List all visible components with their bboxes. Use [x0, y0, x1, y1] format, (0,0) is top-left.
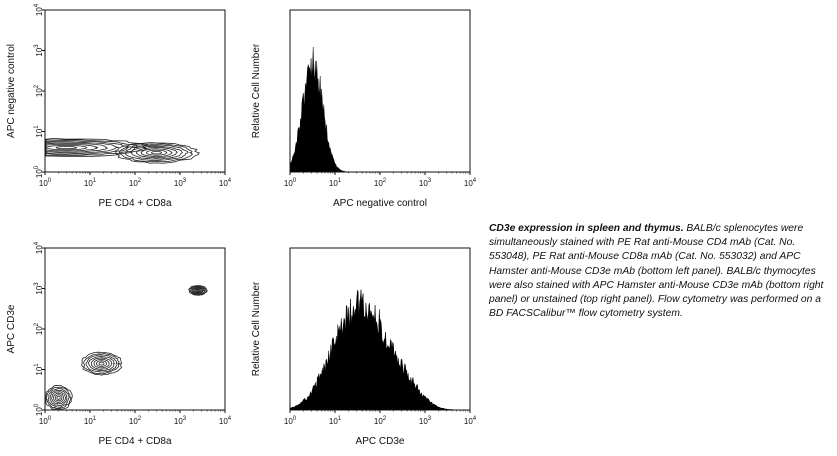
y-tick-label: 100	[34, 403, 44, 416]
contour-line-population-2	[192, 287, 203, 294]
x-tick-label: 100	[284, 178, 297, 188]
x-tick-label: 101	[84, 416, 97, 426]
histogram-cd3e: 100 101 102 103 104 APC CD3e Relative Cell Num…	[251, 247, 477, 447]
x-tick-label: 104	[219, 416, 232, 426]
y-axis-label: Relative Cell Number	[251, 281, 262, 376]
contour-line-population-1	[83, 352, 122, 375]
plot-frame	[44, 247, 226, 411]
panel-top-right: 100 101 102 103 104 APC negative control Relat…	[245, 0, 485, 215]
panel-bottom-right: 100 101 102 103 104 APC CD3e Relative Cell Num…	[245, 238, 485, 456]
histogram-fill	[289, 289, 470, 411]
x-tick-label: 100	[284, 416, 297, 426]
x-tick-label: 104	[464, 178, 477, 188]
contour-line-population-2	[118, 143, 194, 163]
y-tick-label: 101	[34, 363, 44, 376]
contour-line-population-2	[130, 145, 183, 160]
x-tick-label: 102	[129, 178, 142, 188]
x-axis-label: APC negative control	[333, 198, 427, 209]
y-tick-label: 100	[34, 165, 44, 178]
contour-line-population-3	[53, 392, 65, 403]
contour-lines	[45, 285, 208, 410]
contour-line-population-1	[90, 357, 113, 370]
contour-plot-cd3e: 100 101 102 103 104 PE CD4 + CD8a APC CD3e 100 1…	[6, 241, 232, 447]
x-tick-label: 101	[84, 178, 97, 188]
contour-line-population-2	[188, 285, 208, 296]
y-tick-label: 102	[34, 84, 44, 97]
y-tick-label: 104	[34, 241, 44, 254]
x-tick-label: 104	[219, 178, 232, 188]
contour-line-population-2	[150, 151, 163, 155]
contour-plot-negative-control: 100 101 102 103 104 PE CD4 + CD8a APC negative…	[6, 3, 232, 209]
contour-line-population-3	[54, 394, 63, 402]
contour-line-population-3	[49, 389, 68, 406]
panel-top-left: 100 101 102 103 104 PE CD4 + CD8a APC negative…	[0, 0, 240, 215]
x-axis-label: PE CD4 + CD8a	[98, 198, 172, 209]
contour-line-population-1	[81, 351, 123, 376]
x-tick-label: 101	[329, 178, 342, 188]
panel-bottom-left: 100 101 102 103 104 PE CD4 + CD8a APC CD3e 100 1…	[0, 238, 240, 456]
y-tick-label: 102	[34, 322, 44, 335]
contour-line-population-3	[51, 391, 66, 405]
y-axis-label: Relative Cell Number	[251, 43, 262, 138]
contour-line-population-1	[55, 146, 78, 150]
caption-lead: CD3e expression in spleen and thymus.	[489, 223, 684, 234]
contour-line-population-2	[135, 147, 179, 159]
contour-line-population-1	[93, 358, 110, 369]
contour-line-population-1	[45, 137, 148, 158]
y-axis-label: APC negative control	[6, 44, 17, 138]
contour-line-population-2	[196, 289, 200, 292]
x-tick-label: 104	[464, 416, 477, 426]
x-tick-label: 101	[329, 416, 342, 426]
x-axis-label: APC CD3e	[356, 436, 405, 447]
histogram-negative-control: 100 101 102 103 104 APC negative control Relat…	[251, 9, 477, 209]
y-axis-label: APC CD3e	[6, 304, 17, 353]
contour-line-population-1	[95, 360, 108, 367]
contour-line-population-3	[45, 386, 72, 410]
contour-line-population-2	[114, 142, 200, 164]
contour-line-population-2	[140, 148, 173, 157]
x-tick-label: 103	[174, 416, 187, 426]
contour-line-population-2	[195, 288, 202, 292]
contour-line-population-1	[85, 354, 118, 373]
contour-line-population-3	[56, 395, 61, 400]
x-tick-label: 102	[374, 416, 387, 426]
contour-line-population-2	[145, 149, 168, 156]
x-axis-label: PE CD4 + CD8a	[98, 436, 172, 447]
contour-line-population-2	[194, 288, 202, 293]
contour-line-population-3	[47, 388, 70, 408]
histogram-fill	[289, 46, 470, 173]
y-tick-label: 101	[34, 125, 44, 138]
x-tick-label: 102	[129, 416, 142, 426]
contour-line-population-2	[190, 286, 206, 295]
contour-line-population-2	[189, 285, 207, 296]
caption-body: BALB/c splenocytes were simultaneously s…	[489, 223, 824, 320]
contour-line-population-1	[45, 145, 88, 151]
y-tick-label: 103	[34, 282, 44, 295]
x-tick-label: 103	[174, 178, 187, 188]
x-tick-label: 100	[39, 416, 52, 426]
y-tick-label: 104	[34, 3, 44, 16]
x-tick-label: 103	[419, 178, 432, 188]
contour-line-population-1	[87, 356, 116, 372]
figure-caption: CD3e expression in spleen and thymus. BA…	[489, 222, 834, 321]
contour-line-population-3	[45, 384, 73, 410]
contour-line-population-2	[124, 144, 189, 161]
contour-lines	[45, 137, 200, 164]
x-tick-label: 102	[374, 178, 387, 188]
y-tick-label: 103	[34, 44, 44, 57]
x-tick-label: 103	[419, 416, 432, 426]
contour-line-population-1	[98, 361, 105, 366]
x-tick-label: 100	[39, 178, 52, 188]
contour-line-population-2	[192, 286, 205, 294]
